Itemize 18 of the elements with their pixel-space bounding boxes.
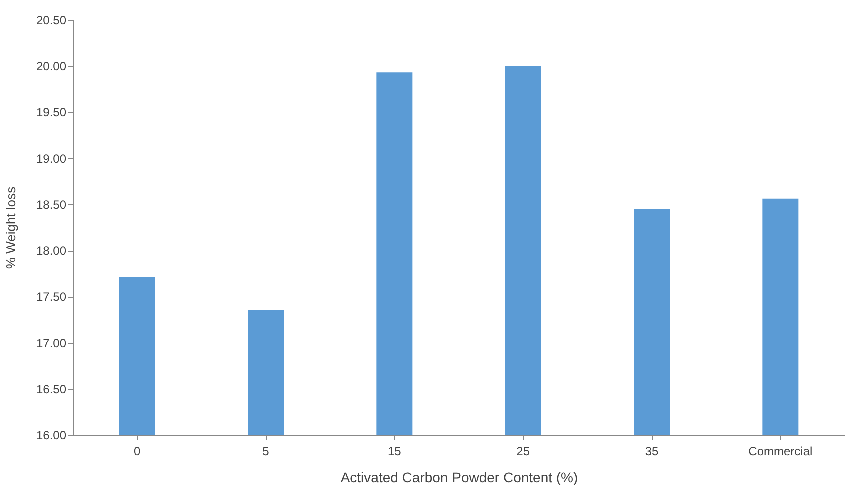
y-tick-label: 17.00 bbox=[36, 336, 67, 350]
y-tick-label: 20.50 bbox=[36, 14, 67, 28]
x-tick-label: 25 bbox=[516, 444, 530, 458]
x-tick-label: 15 bbox=[388, 444, 402, 458]
y-tick-label: 19.50 bbox=[36, 106, 67, 120]
y-tick-label: 20.00 bbox=[36, 60, 67, 74]
y-tick-label: 16.50 bbox=[36, 382, 67, 396]
y-tick-label: 18.00 bbox=[36, 244, 67, 258]
y-tick-label: 18.50 bbox=[36, 198, 67, 212]
y-tick-label: 19.00 bbox=[36, 152, 67, 166]
x-tick-label: Commercial bbox=[748, 444, 813, 458]
x-axis-title: Activated Carbon Powder Content (%) bbox=[340, 470, 578, 486]
y-axis-title: % Weight loss bbox=[3, 186, 18, 270]
x-tick-label: 0 bbox=[134, 444, 141, 458]
x-tick-label: 5 bbox=[262, 444, 270, 458]
y-tick-label: 16.00 bbox=[36, 428, 67, 442]
y-tick-label: 17.50 bbox=[36, 290, 67, 304]
x-tick-label: 35 bbox=[645, 444, 659, 458]
